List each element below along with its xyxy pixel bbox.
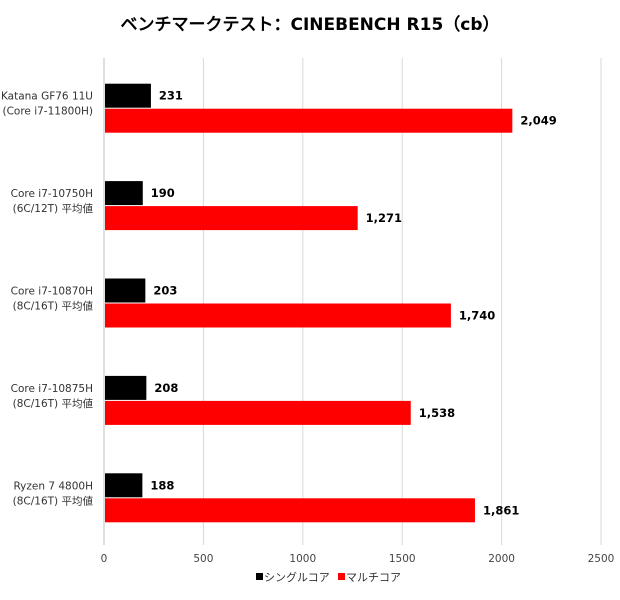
data-label: 1,538 <box>419 406 455 420</box>
bar-multi-core <box>105 303 451 328</box>
bar-multi-core <box>105 206 358 231</box>
category-label: (8C/16T) 平均値 <box>13 494 94 507</box>
data-label: 208 <box>154 381 178 395</box>
x-tick-label: 1500 <box>389 553 416 565</box>
bar-multi-core <box>105 498 475 523</box>
data-label: 231 <box>159 89 183 103</box>
data-label: 188 <box>150 478 174 492</box>
bar-single-core <box>105 83 151 108</box>
data-label: 1,861 <box>483 503 519 517</box>
bar-single-core <box>105 181 143 206</box>
data-labels: 231 2,049 190 1,271 203 1,740 208 1,538 188 1,861 <box>150 89 556 518</box>
category-labels: Katana GF76 11U (Core i7-11800H) Core i7-1… <box>1 91 94 508</box>
x-tick-label: 2500 <box>588 553 615 565</box>
category-label: (8C/16T) 平均値 <box>13 300 94 313</box>
x-tick-label: 500 <box>193 553 213 565</box>
legend: シングルコア マルチコア <box>256 570 401 584</box>
x-tick-label: 0 <box>101 553 108 565</box>
bar-single-core <box>105 375 147 400</box>
x-tick-label: 2000 <box>488 553 515 565</box>
category-label: (6C/12T) 平均値 <box>13 202 94 215</box>
category-label: (Core i7-11800H) <box>2 106 93 118</box>
bar-single-core <box>105 278 146 303</box>
bar-single-core <box>105 473 143 498</box>
chart-title: ベンチマークテスト：CINEBENCH R15（cb） <box>120 14 499 35</box>
bars <box>105 83 513 523</box>
category-label: Katana GF76 11U <box>1 91 93 103</box>
data-label: 190 <box>151 186 175 200</box>
bar-multi-core <box>105 400 411 425</box>
category-label: (8C/16T) 平均値 <box>13 397 94 410</box>
legend-swatch-single-core <box>256 573 263 580</box>
legend-swatch-multi-core <box>338 573 345 580</box>
data-label: 1,271 <box>366 211 402 225</box>
category-label: Core i7-10870H <box>11 286 93 298</box>
grid-lines <box>103 58 602 545</box>
bar-multi-core <box>105 108 513 133</box>
category-label: Core i7-10875H <box>11 383 93 395</box>
category-label: Ryzen 7 4800H <box>13 480 93 492</box>
category-label: Core i7-10750H <box>11 188 93 200</box>
legend-label: シングルコア <box>264 570 330 584</box>
legend-label: マルチコア <box>346 571 401 584</box>
data-label: 1,740 <box>459 309 495 323</box>
data-label: 203 <box>153 284 177 298</box>
x-axis-ticks: 0 500 1000 1500 2000 2500 <box>101 553 615 565</box>
data-label: 2,049 <box>520 114 556 128</box>
x-tick-label: 1000 <box>289 553 316 565</box>
